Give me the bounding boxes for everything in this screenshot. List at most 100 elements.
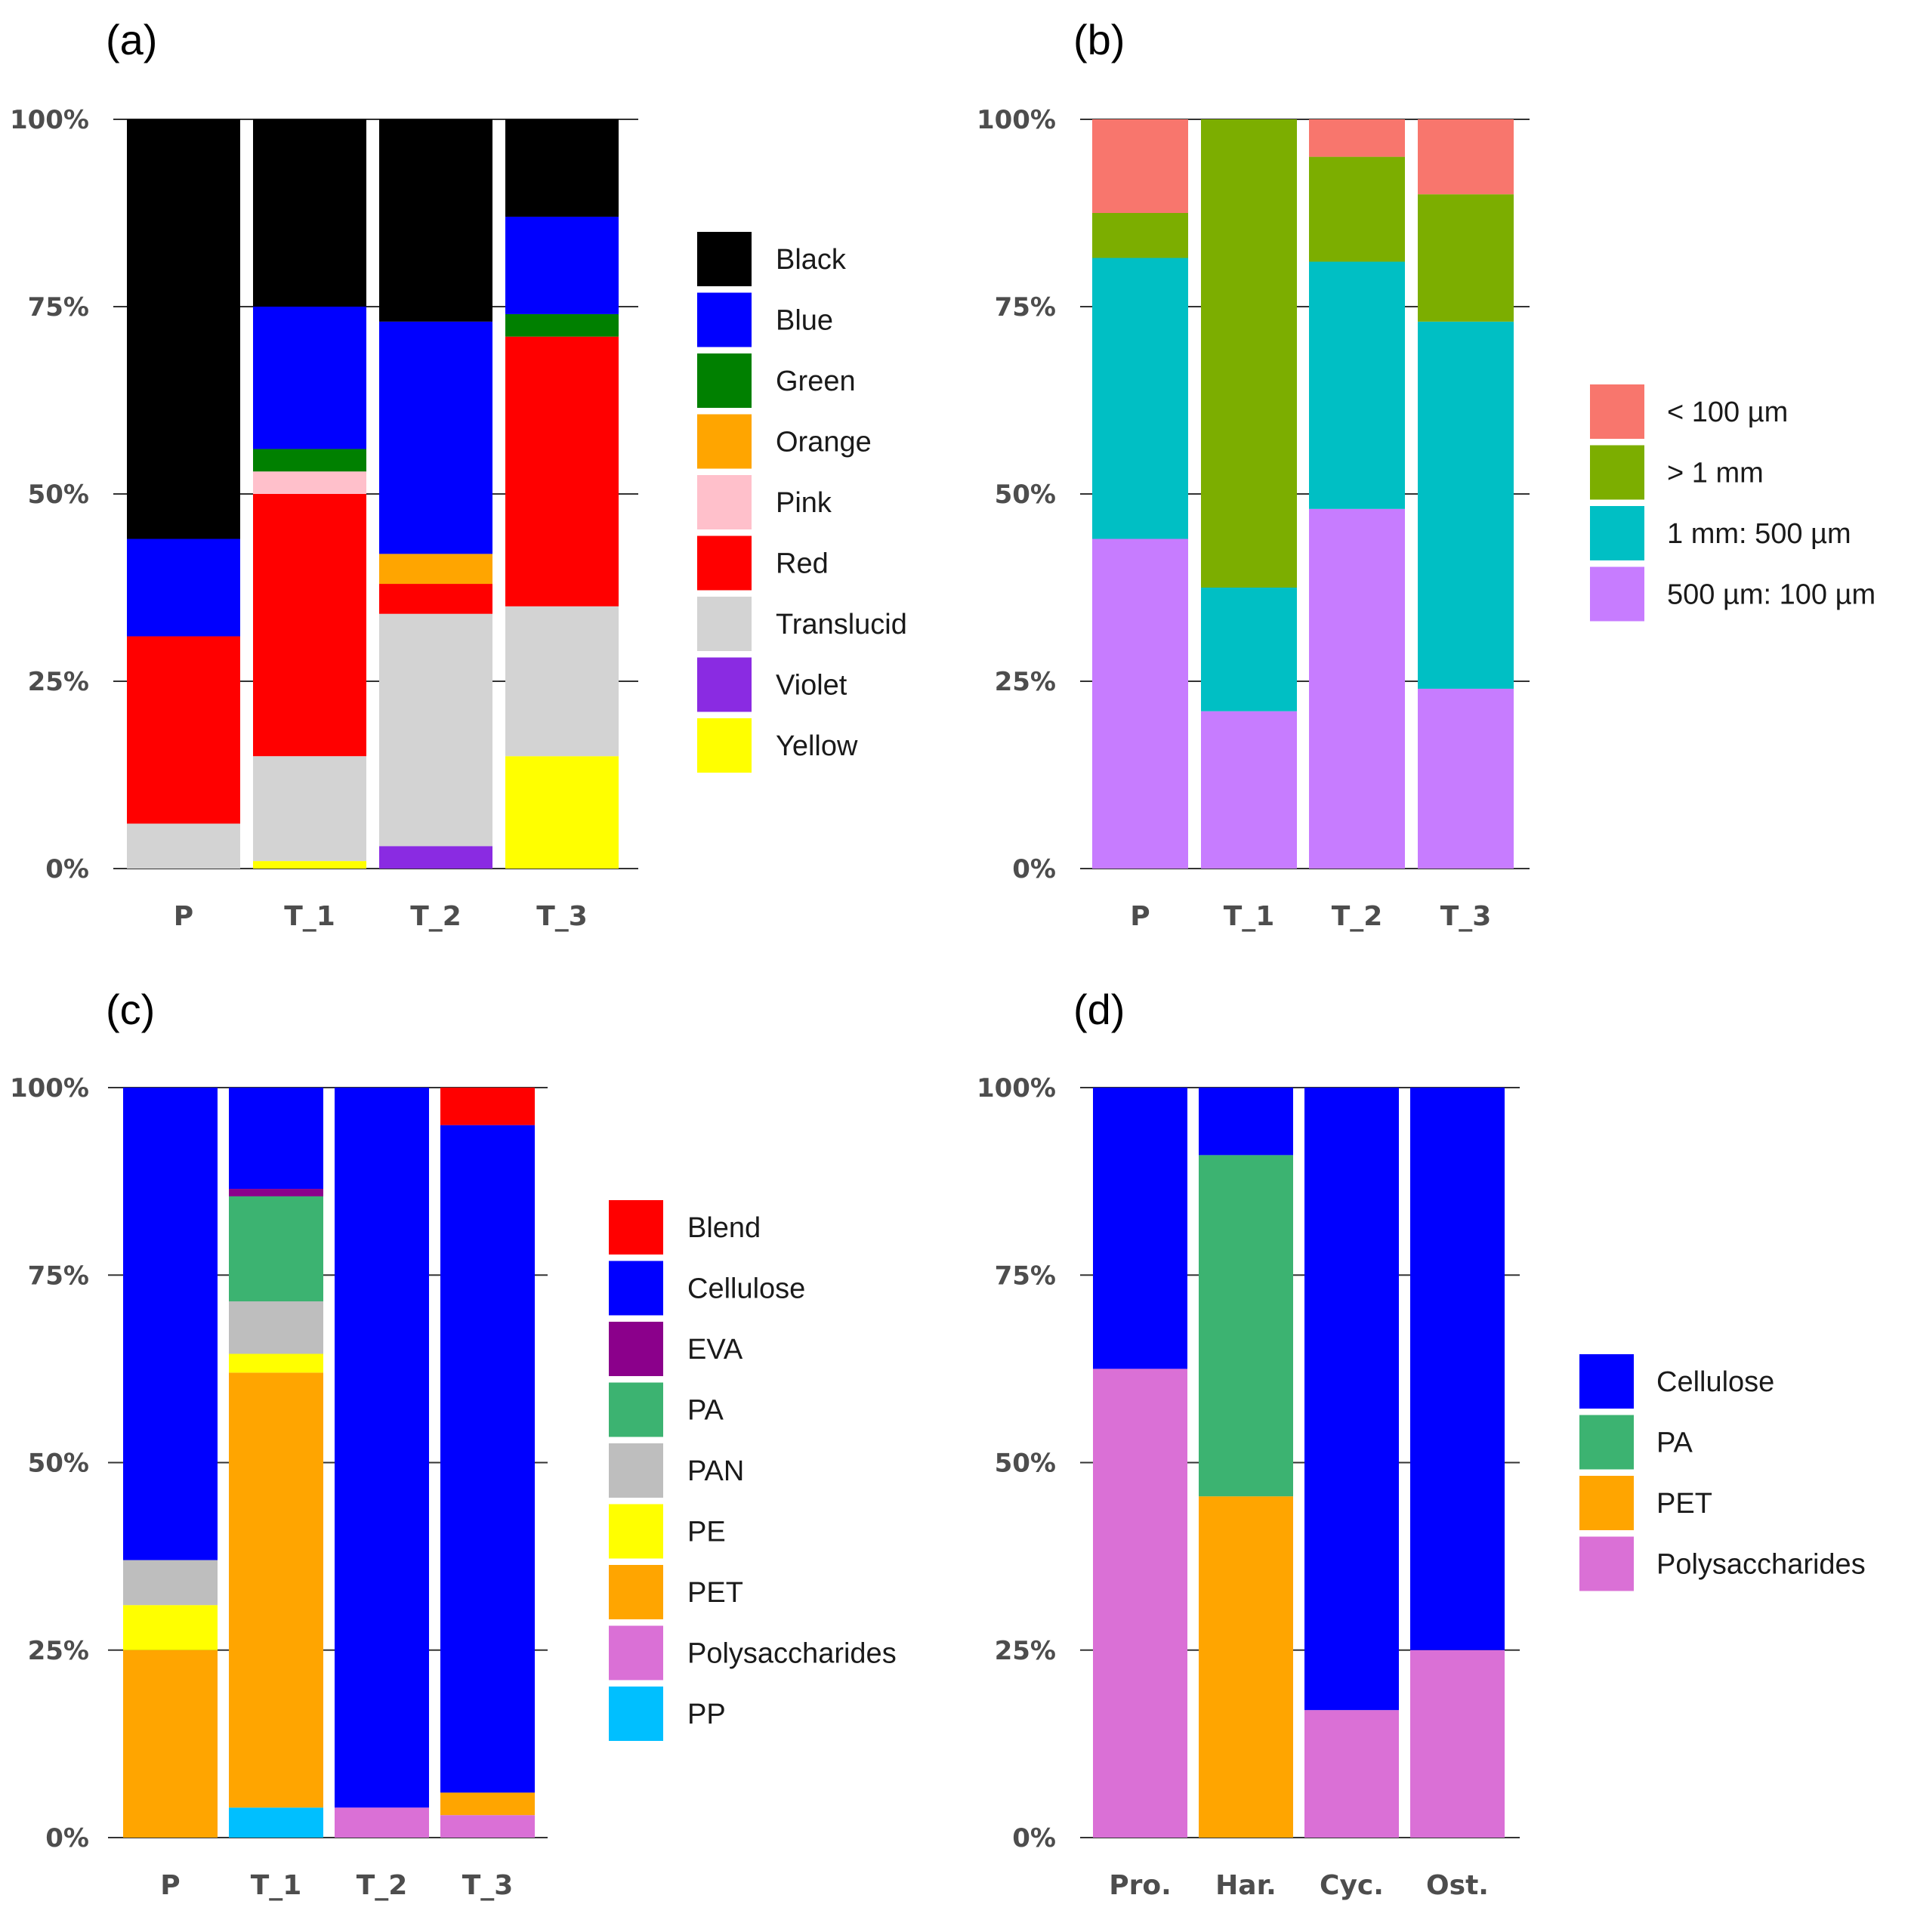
y-tick-label: 25% [995, 667, 1056, 697]
panel-label: (a) [106, 16, 157, 63]
y-tick-label: 75% [28, 292, 89, 323]
legend-label: > 1 mm [1667, 458, 1764, 489]
legend-swatch [1588, 443, 1646, 502]
bar-segment-cellulose-cyc [1304, 1088, 1399, 1711]
y-tick-label: 0% [45, 1823, 89, 1853]
legend-label: Polysaccharides [1656, 1549, 1866, 1581]
bar-segment-blue-p [127, 539, 240, 637]
bar-segment-pp-t-1 [229, 1807, 323, 1838]
panel-label: (b) [1073, 16, 1125, 63]
legend-swatch [1578, 1353, 1635, 1410]
legend-swatch [607, 1442, 665, 1499]
bar-segment-pa-t-1 [229, 1196, 323, 1302]
bar-segment-blue-t-3 [505, 216, 619, 314]
legend-label: Orange [776, 427, 872, 458]
y-tick-label: 100% [10, 105, 89, 135]
legend-label: Translucid [776, 609, 907, 640]
bar-segment-green-t-1 [253, 449, 366, 472]
legend-swatch [1588, 565, 1646, 623]
x-category-label: P [160, 1870, 180, 1901]
bar-segment-yellow-t-1 [253, 861, 366, 869]
bar-segment-red-t-1 [253, 494, 366, 757]
legend-label: Pink [776, 487, 832, 519]
legend-label: PAN [687, 1455, 744, 1487]
bar-segment-pan-t-1 [229, 1301, 323, 1354]
x-category-label: Pro. [1109, 1870, 1172, 1901]
bar-segment-cellulose-har [1199, 1088, 1293, 1156]
bar-segment-cellulose-t-3 [440, 1125, 535, 1793]
y-tick-label: 100% [977, 105, 1056, 135]
bar-segment-polysaccharides-ost [1410, 1650, 1505, 1838]
legend-swatch [1578, 1535, 1635, 1593]
x-category-label: T_3 [1440, 901, 1492, 932]
y-tick-label: 0% [45, 854, 89, 884]
legend-label: Yellow [776, 730, 858, 762]
legend-label: Polysaccharides [687, 1638, 897, 1670]
legend-label: Cellulose [687, 1273, 805, 1305]
bar-segment-pet-har [1199, 1496, 1293, 1838]
legend-swatch [607, 1563, 665, 1621]
y-tick-label: 75% [995, 292, 1056, 323]
bar-segment-blue-t-1 [253, 307, 366, 449]
legend-swatch [607, 1502, 665, 1560]
legend-label: PET [1656, 1488, 1712, 1520]
panel-label: (d) [1073, 986, 1125, 1033]
legend-label: PA [687, 1395, 724, 1427]
y-tick-label: 75% [28, 1261, 89, 1291]
chart-panel-d: (d) 0% 25% 50% 75% 100% Pro. Har. Cyc. Ost. Cellul… [977, 986, 1866, 1901]
y-tick-label: 75% [995, 1261, 1056, 1291]
legend-swatch [696, 534, 753, 592]
y-tick-label: 0% [1012, 854, 1056, 884]
legend-label: Blend [687, 1212, 761, 1244]
x-category-label: P [174, 901, 193, 932]
bar-segment-100-m-t-3 [1418, 119, 1514, 195]
y-tick-label: 25% [995, 1636, 1056, 1666]
panel-label: (c) [106, 986, 155, 1033]
y-tick-label: 50% [28, 1449, 89, 1479]
bar-segment-cellulose-t-2 [335, 1088, 429, 1808]
legend-swatch [696, 717, 753, 774]
chart-panel-b: (b) 0% 25% 50% 75% 100% P T_1 T_2 T_3 < 100 µm > 1 … [977, 16, 1875, 932]
bar-segment-polysaccharides-pro [1093, 1369, 1187, 1838]
bar-segment-1-mm-500-m-t-2 [1309, 261, 1405, 509]
x-category-label: Har. [1215, 1870, 1277, 1901]
bar-segment-translucid-t-3 [505, 606, 619, 757]
x-category-label: P [1130, 901, 1150, 932]
legend-swatch [696, 656, 753, 714]
x-category-label: T_3 [462, 1870, 514, 1901]
bar-segment-pink-t-1 [253, 471, 366, 494]
chart-panel-a: (a) 0% 25% 50% 75% 100% P T_1 T_2 T_3 Black Blue Gre… [10, 16, 907, 932]
bar-segment-blue-t-2 [379, 321, 492, 554]
legend-label: Green [776, 366, 856, 397]
bar-segment-black-p [127, 119, 240, 539]
y-tick-label: 25% [28, 1636, 89, 1666]
bar-segment-500-m-100-m-t-1 [1201, 711, 1297, 869]
bar-segment-500-m-100-m-t-3 [1418, 688, 1514, 869]
legend-label: < 100 µm [1667, 397, 1788, 428]
y-tick-label: 25% [28, 667, 89, 697]
bar-segment-yellow-t-3 [505, 756, 619, 869]
x-category-label: T_2 [410, 901, 462, 932]
legend-swatch [696, 412, 753, 471]
bar-segment-violet-t-2 [379, 846, 492, 869]
bar-segment-1-mm-p [1092, 213, 1188, 258]
chart-panel-c: (c) 0% 25% 50% 75% 100% P T_1 T_2 T_3 Blend Cellulo… [10, 986, 897, 1901]
legend-label: EVA [687, 1334, 743, 1366]
legend-swatch [696, 230, 753, 288]
legend-label: Cellulose [1656, 1366, 1774, 1398]
x-category-label: T_3 [536, 901, 588, 932]
bar-segment-1-mm-500-m-t-3 [1418, 321, 1514, 689]
bar-segment-100-m-t-2 [1309, 119, 1405, 157]
legend-label: Black [776, 244, 847, 276]
y-tick-label: 50% [995, 480, 1056, 510]
legend-swatch [1578, 1413, 1635, 1471]
bar-segment-black-t-1 [253, 119, 366, 307]
bar-segment-cellulose-t-1 [229, 1088, 323, 1190]
bar-segment-translucid-p [127, 823, 240, 869]
bar-segment-1-mm-t-2 [1309, 156, 1405, 262]
bar-segment-red-t-2 [379, 584, 492, 614]
legend-swatch [1578, 1474, 1635, 1532]
bar-segment-100-m-p [1092, 119, 1188, 213]
legend-label: 1 mm: 500 µm [1667, 518, 1851, 550]
bar-segment-500-m-100-m-p [1092, 539, 1188, 869]
